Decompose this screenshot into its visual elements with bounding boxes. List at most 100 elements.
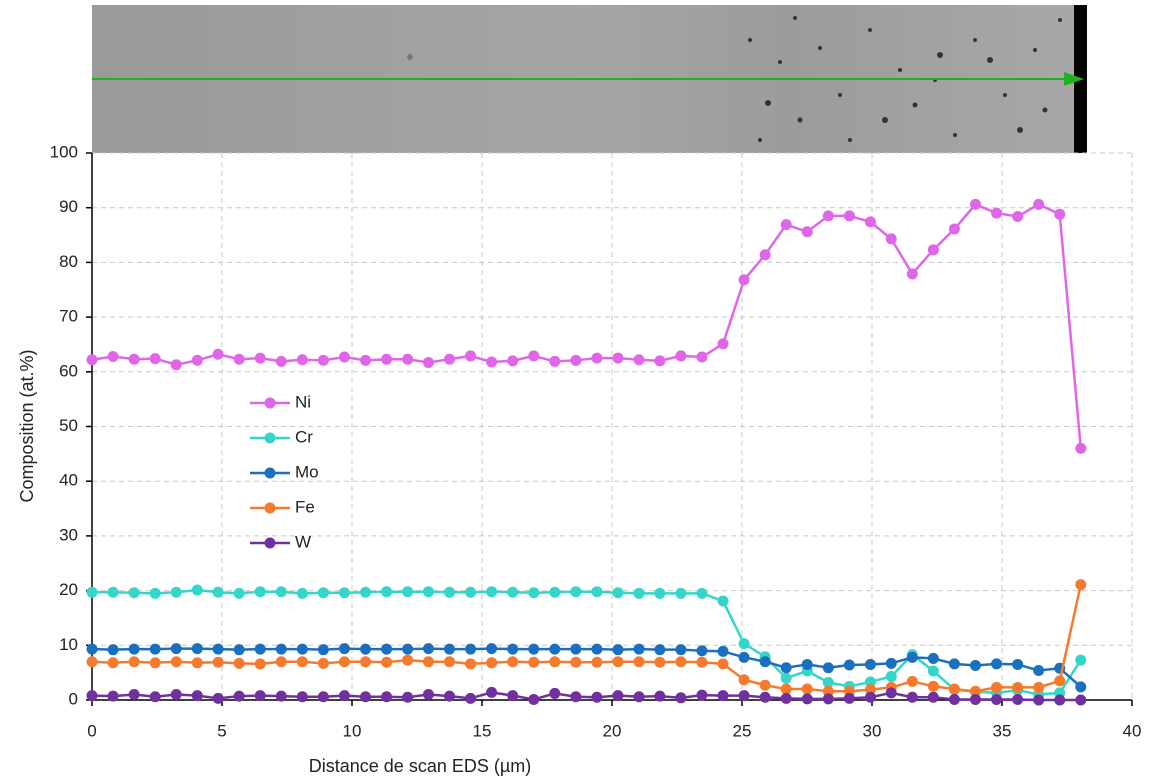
y-tick-label: 10	[59, 635, 78, 654]
data-point	[528, 656, 540, 668]
data-point	[149, 587, 161, 599]
data-point	[1054, 694, 1066, 706]
data-point	[444, 656, 455, 668]
data-point	[864, 676, 876, 688]
data-point	[1075, 654, 1087, 666]
data-point	[381, 643, 393, 655]
data-point	[927, 244, 939, 256]
data-point	[191, 690, 203, 702]
data-point	[128, 689, 140, 701]
data-point	[233, 644, 245, 656]
y-tick-label: 30	[59, 525, 78, 544]
data-point	[507, 690, 519, 702]
x-tick-label: 10	[343, 721, 362, 740]
data-point	[612, 352, 624, 364]
x-tick-label: 20	[603, 721, 622, 740]
data-point	[991, 658, 1003, 670]
data-point	[759, 249, 771, 261]
data-point	[633, 354, 645, 366]
data-point	[191, 643, 203, 655]
data-point	[927, 652, 939, 664]
data-point	[381, 586, 393, 598]
data-point	[717, 658, 729, 670]
data-point	[296, 643, 308, 655]
data-point	[654, 656, 666, 668]
data-point	[86, 586, 98, 598]
data-point	[948, 658, 960, 670]
data-point	[969, 660, 981, 672]
data-point	[927, 680, 939, 692]
series-line	[92, 588, 1082, 696]
data-point	[1012, 681, 1024, 693]
data-point	[780, 219, 792, 231]
data-point	[1033, 664, 1045, 676]
data-point	[738, 638, 750, 650]
data-point	[906, 651, 918, 663]
legend-label: Mo	[295, 462, 319, 481]
data-point	[591, 656, 603, 668]
data-point	[822, 693, 834, 705]
data-point	[296, 691, 308, 703]
data-point	[254, 658, 266, 670]
data-point	[948, 683, 960, 695]
legend-marker	[264, 397, 276, 409]
data-point	[675, 587, 687, 599]
data-point	[107, 690, 119, 702]
data-point	[1012, 658, 1024, 670]
data-point	[149, 691, 161, 703]
data-point	[317, 354, 329, 366]
data-point	[170, 359, 182, 371]
data-point	[275, 656, 287, 668]
data-point	[801, 693, 813, 705]
data-point	[233, 353, 245, 365]
data-point	[422, 586, 434, 598]
data-point	[633, 656, 645, 668]
data-point	[717, 690, 729, 702]
data-point	[801, 226, 813, 238]
data-point	[738, 651, 750, 663]
legend-marker	[264, 432, 276, 444]
data-point	[1012, 210, 1024, 222]
y-axis-title: Composition (at.%)	[17, 349, 37, 502]
data-point	[822, 210, 834, 222]
data-point	[422, 643, 434, 655]
data-point	[486, 586, 498, 598]
data-point	[591, 691, 603, 703]
data-point	[801, 683, 813, 695]
data-point	[780, 683, 792, 695]
data-point	[507, 643, 519, 655]
data-point	[570, 656, 582, 668]
y-tick-label: 90	[59, 197, 78, 216]
data-point	[822, 685, 834, 697]
data-point	[549, 656, 561, 668]
y-tick-label: 40	[59, 471, 78, 490]
data-point	[822, 676, 834, 688]
data-point	[948, 693, 960, 705]
data-point	[738, 690, 750, 702]
data-point	[465, 658, 477, 670]
data-point	[612, 644, 624, 656]
data-point	[422, 357, 434, 369]
y-tick-label: 100	[50, 142, 78, 161]
data-point	[549, 586, 561, 598]
data-point	[402, 691, 414, 703]
data-point	[591, 643, 603, 655]
data-point	[654, 355, 666, 367]
data-point	[128, 656, 140, 668]
data-point	[212, 643, 224, 655]
data-point	[906, 268, 918, 280]
data-point	[570, 643, 582, 655]
data-point	[570, 354, 582, 366]
micrograph	[92, 5, 1087, 153]
series-line	[91, 202, 1083, 449]
data-point	[696, 351, 708, 363]
legend-marker	[264, 502, 276, 514]
data-point	[885, 657, 897, 669]
data-point	[444, 643, 455, 655]
data-point	[296, 587, 308, 599]
y-tick-label: 50	[59, 416, 78, 435]
data-point	[864, 216, 876, 228]
data-point	[717, 338, 729, 350]
y-tick-label: 70	[59, 307, 78, 326]
